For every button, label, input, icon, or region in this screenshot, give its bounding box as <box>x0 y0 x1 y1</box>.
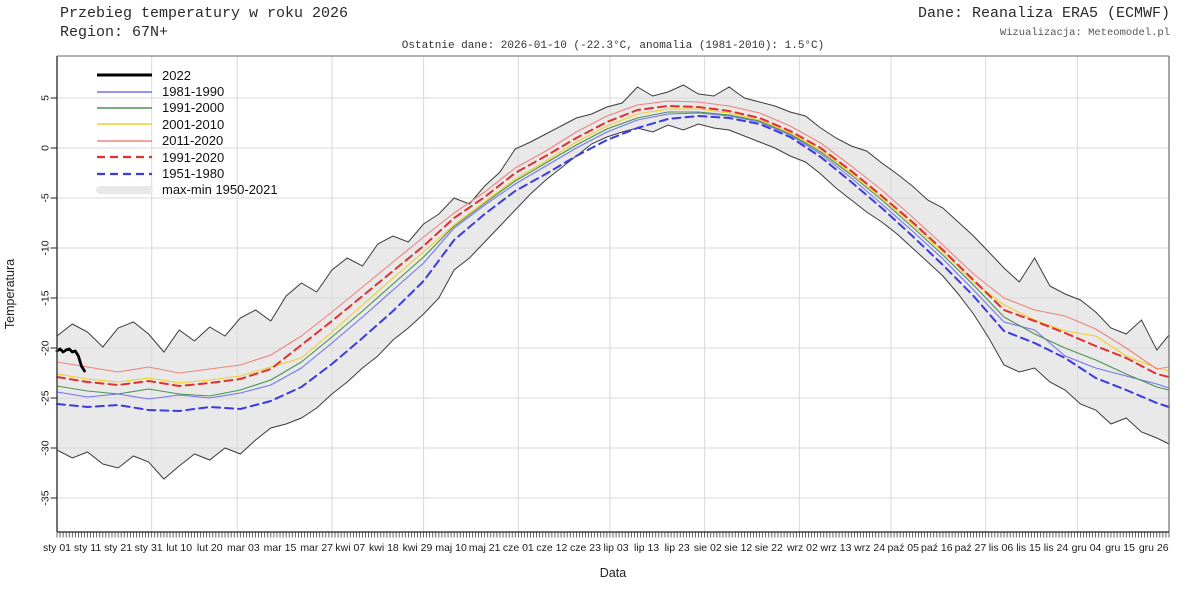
svg-text:gru 04: gru 04 <box>1072 542 1102 554</box>
x-axis-daily-ticks <box>56 532 1170 538</box>
svg-text:lut 20: lut 20 <box>197 542 223 554</box>
plot-frame <box>56 55 1170 533</box>
x-axis-title: Data <box>599 566 627 580</box>
region-label: Region: 67N+ <box>60 24 169 41</box>
minmax-band-outline <box>56 84 1170 480</box>
svg-text:lip 13: lip 13 <box>634 542 659 554</box>
legend-label: 1981-1990 <box>162 84 225 100</box>
chart-legend: 2022 1981-1990 1991-2000 2001-2010 2011-2020… <box>96 67 278 198</box>
legend-label: max-min 1950-2021 <box>162 182 278 198</box>
svg-text:lis 24: lis 24 <box>1044 542 1069 554</box>
legend-swatch <box>97 73 152 77</box>
svg-text:lut 10: lut 10 <box>166 542 192 554</box>
svg-text:gru 15: gru 15 <box>1105 542 1135 554</box>
legend-label: 2001-2010 <box>162 116 225 132</box>
legend-label: 2022 <box>162 67 191 83</box>
svg-text:-15: -15 <box>40 290 52 305</box>
legend-item-max-min-1950-2021: max-min 1950-2021 <box>96 182 278 198</box>
svg-text:-20: -20 <box>40 340 52 355</box>
svg-text:kwi 18: kwi 18 <box>369 542 399 554</box>
svg-text:paź 16: paź 16 <box>921 542 953 554</box>
svg-text:paź 27: paź 27 <box>955 542 987 554</box>
svg-text:cze 01: cze 01 <box>503 542 534 554</box>
x-axis-tick-labels: sty 01 sty 11 sty 21 sty 31 lut 10 lut 20 mar … <box>43 542 1169 554</box>
svg-text:mar 15: mar 15 <box>264 542 297 554</box>
svg-text:sty 31: sty 31 <box>135 542 163 554</box>
svg-text:sty 21: sty 21 <box>104 542 132 554</box>
visualization-credit: Wizualizacja: Meteomodel.pl <box>999 27 1170 39</box>
legend-item-1951-1980: 1951-1980 <box>96 165 278 181</box>
svg-text:-10: -10 <box>40 240 52 255</box>
svg-text:wrz 02: wrz 02 <box>786 542 818 554</box>
gridlines <box>57 56 1169 532</box>
legend-swatch <box>97 172 152 175</box>
legend-item-2022: 2022 <box>96 67 278 83</box>
legend-swatch <box>97 139 152 142</box>
legend-label: 1991-2020 <box>162 149 225 165</box>
series-line-1991-2000 <box>56 111 1170 397</box>
svg-text:mar 27: mar 27 <box>300 542 333 554</box>
y-axis-title: Temperatura <box>3 258 17 330</box>
svg-text:-35: -35 <box>40 490 52 505</box>
svg-text:sie 22: sie 22 <box>755 542 783 554</box>
series-line-2001-2010 <box>56 108 1170 384</box>
svg-text:lis 06: lis 06 <box>989 542 1014 554</box>
last-data-subtitle: Ostatnie dane: 2026-01-10 (-22.3°C, anom… <box>401 40 825 52</box>
y-axis-ticks: 5 0 -5 -10 -15 -20 -25 -30 -35 <box>40 95 57 506</box>
series-line-2011-2020 <box>56 100 1170 374</box>
svg-text:sty 01: sty 01 <box>43 542 71 554</box>
legend-item-1991-2000: 1991-2000 <box>96 100 278 116</box>
svg-text:gru 26: gru 26 <box>1139 542 1169 554</box>
svg-text:kwi 07: kwi 07 <box>335 542 365 554</box>
series-line-2022 <box>55 347 86 373</box>
data-source-label: Dane: Reanaliza ERA5 (ECMWF) <box>917 5 1170 22</box>
legend-item-1981-1990: 1981-1990 <box>96 83 278 99</box>
svg-text:lis 15: lis 15 <box>1016 542 1041 554</box>
legend-swatch <box>97 123 152 126</box>
svg-text:cze 12: cze 12 <box>536 542 567 554</box>
svg-text:cze 23: cze 23 <box>570 542 601 554</box>
svg-text:lip 03: lip 03 <box>604 542 629 554</box>
svg-text:-25: -25 <box>40 390 52 405</box>
svg-text:wrz 24: wrz 24 <box>853 542 885 554</box>
legend-item-1991-2020: 1991-2020 <box>96 149 278 165</box>
svg-text:maj 21: maj 21 <box>469 542 501 554</box>
svg-text:sie 02: sie 02 <box>694 542 722 554</box>
legend-swatch <box>96 185 153 194</box>
legend-item-2011-2020: 2011-2020 <box>96 133 278 149</box>
series-line-1981-1990 <box>56 112 1170 400</box>
svg-text:sty 11: sty 11 <box>74 542 101 554</box>
series-line-1991-2020 <box>56 105 1170 387</box>
legend-item-2001-2010: 2001-2010 <box>96 116 278 132</box>
svg-text:-5: -5 <box>40 193 52 202</box>
legend-label: 1991-2000 <box>162 100 225 116</box>
svg-text:sie 12: sie 12 <box>724 542 752 554</box>
svg-text:mar 03: mar 03 <box>227 542 260 554</box>
svg-text:wrz 13: wrz 13 <box>820 542 852 554</box>
svg-text:maj 10: maj 10 <box>435 542 467 554</box>
series-line-1951-1980 <box>56 115 1170 412</box>
legend-swatch <box>97 90 152 93</box>
svg-text:kwi 29: kwi 29 <box>403 542 433 554</box>
svg-text:lip 23: lip 23 <box>665 542 690 554</box>
svg-text:0: 0 <box>40 145 52 151</box>
chart-title: Przebieg temperatury w roku 2026 <box>60 5 349 22</box>
svg-text:paź 05: paź 05 <box>887 542 919 554</box>
svg-text:5: 5 <box>40 95 52 101</box>
legend-label: 2011-2020 <box>162 133 224 149</box>
legend-swatch <box>97 107 152 109</box>
legend-label: 1951-1980 <box>162 166 225 182</box>
legend-swatch <box>97 156 152 159</box>
svg-text:-30: -30 <box>40 440 52 455</box>
